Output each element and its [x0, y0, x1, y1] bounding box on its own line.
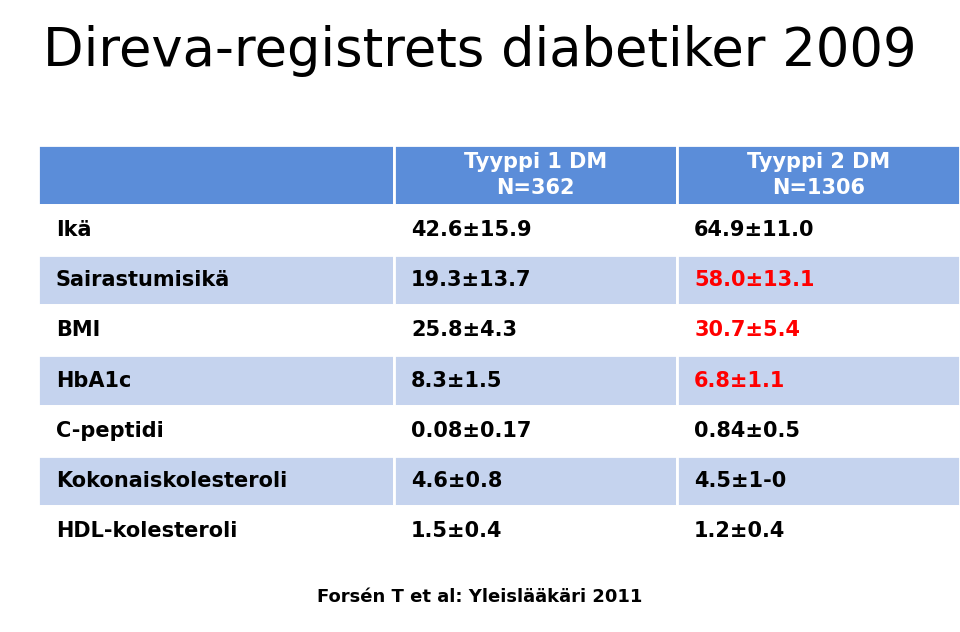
- Text: Ikä: Ikä: [56, 220, 91, 240]
- Text: 25.8±4.3: 25.8±4.3: [411, 320, 516, 341]
- Text: Forsén T et al: Yleislääkäri 2011: Forsén T et al: Yleislääkäri 2011: [318, 588, 642, 606]
- Text: C-peptidi: C-peptidi: [56, 421, 163, 441]
- Bar: [38, 145, 394, 205]
- Bar: [677, 305, 960, 355]
- Text: 6.8±1.1: 6.8±1.1: [694, 370, 785, 391]
- Bar: [394, 255, 677, 305]
- Bar: [677, 255, 960, 305]
- Bar: [394, 406, 677, 456]
- Text: Sairastumisikä: Sairastumisikä: [56, 270, 230, 290]
- Text: 58.0±13.1: 58.0±13.1: [694, 270, 815, 290]
- Text: BMI: BMI: [56, 320, 100, 341]
- Bar: [677, 506, 960, 556]
- Bar: [38, 456, 394, 506]
- Text: HDL-kolesteroli: HDL-kolesteroli: [56, 521, 237, 541]
- Text: 4.6±0.8: 4.6±0.8: [411, 471, 502, 491]
- Bar: [38, 406, 394, 456]
- Text: Direva-registrets diabetiker 2009: Direva-registrets diabetiker 2009: [43, 25, 917, 76]
- Text: 0.08±0.17: 0.08±0.17: [411, 421, 531, 441]
- Bar: [394, 145, 677, 205]
- Bar: [394, 506, 677, 556]
- Text: 42.6±15.9: 42.6±15.9: [411, 220, 532, 240]
- Bar: [394, 355, 677, 406]
- Bar: [677, 355, 960, 406]
- Bar: [394, 205, 677, 255]
- Bar: [38, 205, 394, 255]
- Bar: [677, 205, 960, 255]
- Bar: [677, 145, 960, 205]
- Text: 30.7±5.4: 30.7±5.4: [694, 320, 800, 341]
- Bar: [677, 456, 960, 506]
- Text: 0.84±0.5: 0.84±0.5: [694, 421, 800, 441]
- Bar: [38, 255, 394, 305]
- Text: 8.3±1.5: 8.3±1.5: [411, 370, 502, 391]
- Bar: [677, 406, 960, 456]
- Text: Tyyppi 2 DM
N=1306: Tyyppi 2 DM N=1306: [747, 152, 890, 198]
- Text: 64.9±11.0: 64.9±11.0: [694, 220, 815, 240]
- Bar: [394, 305, 677, 355]
- Text: 1.2±0.4: 1.2±0.4: [694, 521, 785, 541]
- Bar: [38, 305, 394, 355]
- Bar: [394, 456, 677, 506]
- Text: Tyyppi 1 DM
N=362: Tyyppi 1 DM N=362: [464, 152, 607, 198]
- Text: 4.5±1-0: 4.5±1-0: [694, 471, 786, 491]
- Text: 1.5±0.4: 1.5±0.4: [411, 521, 502, 541]
- Text: Kokonaiskolesteroli: Kokonaiskolesteroli: [56, 471, 287, 491]
- Bar: [38, 355, 394, 406]
- Text: 19.3±13.7: 19.3±13.7: [411, 270, 532, 290]
- Text: HbA1c: HbA1c: [56, 370, 132, 391]
- Bar: [38, 506, 394, 556]
